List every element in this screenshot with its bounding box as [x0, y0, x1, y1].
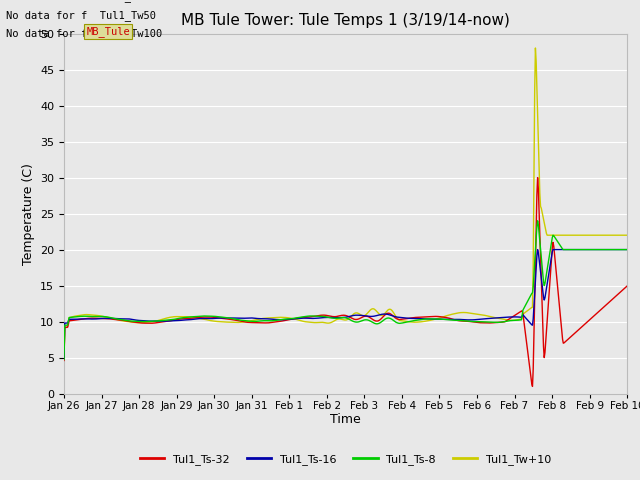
Text: No data for f  Tul1_Tw30: No data for f Tul1_Tw30 — [6, 0, 156, 2]
X-axis label: Time: Time — [330, 413, 361, 426]
Text: MB_Tule: MB_Tule — [86, 25, 130, 36]
Legend: Tul1_Ts-32, Tul1_Ts-16, Tul1_Ts-8, Tul1_Tw+10: Tul1_Ts-32, Tul1_Ts-16, Tul1_Ts-8, Tul1_… — [136, 450, 556, 469]
Text: No data for f  Tul1_Tw100: No data for f Tul1_Tw100 — [6, 28, 163, 39]
Text: No data for f  Tul1_Tw50: No data for f Tul1_Tw50 — [6, 10, 156, 21]
Title: MB Tule Tower: Tule Temps 1 (3/19/14-now): MB Tule Tower: Tule Temps 1 (3/19/14-now… — [181, 13, 510, 28]
Y-axis label: Temperature (C): Temperature (C) — [22, 163, 35, 264]
